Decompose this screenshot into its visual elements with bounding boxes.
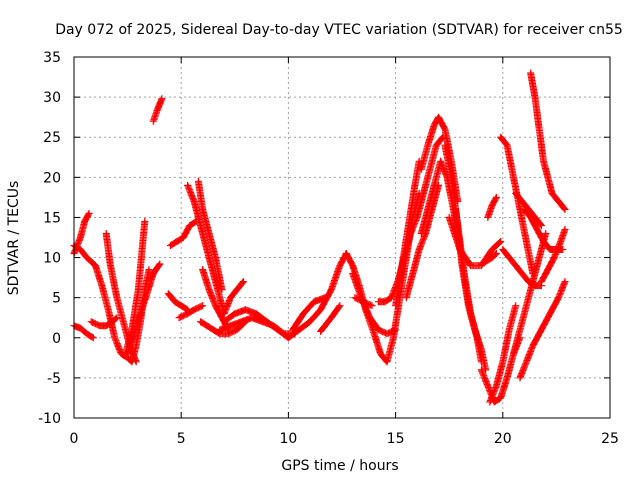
chart-svg: 0 5 10 15 20 25 -10 -5 0 5 10 15 20 25 30 35 Day 072 of… (0, 0, 640, 480)
y-axis-label: SDTVAR / TECUs (6, 181, 22, 296)
x-tick-label: 5 (177, 431, 186, 447)
y-tick-label: 15 (43, 210, 61, 226)
y-tick-label: 10 (43, 251, 61, 267)
x-tick-label: 20 (494, 431, 512, 447)
y-tick-label: 25 (43, 130, 61, 146)
y-tick-label: 35 (43, 50, 61, 66)
y-tick-label: 5 (52, 291, 61, 307)
y-tick-label: 0 (52, 331, 61, 347)
y-tick-label: 30 (43, 90, 61, 106)
x-tick-label: 15 (387, 431, 405, 447)
chart-title: Day 072 of 2025, Sidereal Day-to-day VTE… (55, 22, 623, 38)
y-tick-label: -5 (47, 371, 61, 387)
x-tick-label: 0 (70, 431, 79, 447)
y-tick-label: -10 (38, 411, 61, 427)
x-axis-label: GPS time / hours (281, 458, 398, 474)
x-tick-label: 25 (601, 431, 619, 447)
y-tick-label: 20 (43, 170, 61, 186)
x-tick-label: 10 (279, 431, 297, 447)
